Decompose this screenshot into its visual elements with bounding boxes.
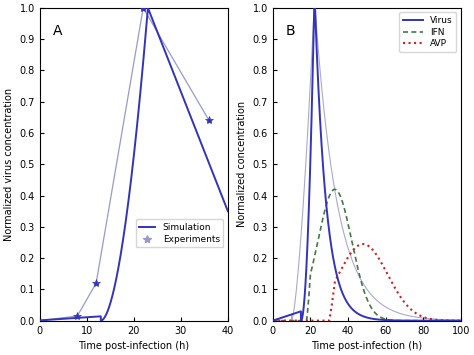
IFN xyxy=(458,318,464,323)
Y-axis label: Normalized concentration: Normalized concentration xyxy=(237,101,247,227)
Virus xyxy=(350,308,356,312)
Virus xyxy=(302,284,308,288)
Virus xyxy=(270,318,275,323)
IFN xyxy=(342,209,348,213)
Virus xyxy=(455,318,460,323)
X-axis label: Time post-infection (h): Time post-infection (h) xyxy=(78,341,189,351)
IFN xyxy=(292,318,297,323)
IFN xyxy=(332,187,337,191)
Y-axis label: Normalized virus concentration: Normalized virus concentration xyxy=(4,88,14,241)
IFN xyxy=(434,318,440,323)
Line: Virus: Virus xyxy=(273,8,461,321)
AVP xyxy=(270,318,275,323)
Line: AVP: AVP xyxy=(273,244,461,321)
Legend: Simulation, Experiments: Simulation, Experiments xyxy=(136,219,223,247)
AVP xyxy=(302,318,308,323)
Text: B: B xyxy=(286,23,295,38)
Virus xyxy=(311,6,317,10)
IFN xyxy=(455,318,460,323)
AVP xyxy=(455,318,460,323)
Virus xyxy=(434,318,440,323)
IFN xyxy=(350,245,356,250)
AVP xyxy=(458,318,464,323)
AVP xyxy=(350,248,356,252)
IFN xyxy=(270,318,275,323)
Line: IFN: IFN xyxy=(273,189,461,321)
AVP xyxy=(342,261,348,265)
AVP xyxy=(292,318,297,323)
IFN xyxy=(302,318,308,323)
X-axis label: Time post-infection (h): Time post-infection (h) xyxy=(311,341,422,351)
Legend: Virus, IFN, AVP: Virus, IFN, AVP xyxy=(400,12,456,52)
AVP xyxy=(434,318,440,322)
Text: A: A xyxy=(53,23,63,38)
Virus xyxy=(292,311,297,316)
AVP xyxy=(360,242,366,246)
Virus xyxy=(458,318,464,323)
Virus xyxy=(342,296,348,301)
